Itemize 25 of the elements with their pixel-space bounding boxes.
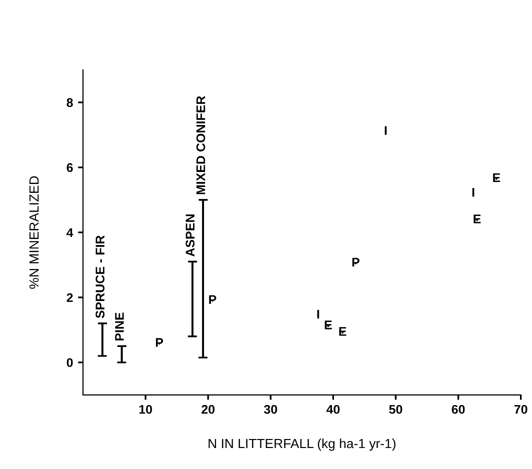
y-tick-label: 8 bbox=[66, 98, 73, 108]
text: PINE bbox=[115, 312, 124, 340]
y-tick-label: 4 bbox=[66, 228, 74, 237]
text: SPRUCE - FIR bbox=[96, 235, 104, 318]
series-label: E bbox=[339, 327, 346, 336]
text: P bbox=[352, 258, 360, 266]
text: MIXED CONIFER bbox=[196, 96, 206, 194]
x-axis-title: N IN LITTERFALL (kg ha-1 yr-1) bbox=[208, 438, 396, 451]
y-tick-label: 2 bbox=[66, 293, 73, 302]
x-tick-label: 30 bbox=[264, 404, 278, 414]
x-tick-label: 60 bbox=[452, 404, 465, 414]
text: E bbox=[474, 214, 481, 224]
text: E bbox=[493, 173, 500, 182]
text: E bbox=[324, 320, 332, 330]
y-tick-label: 0 bbox=[66, 358, 73, 368]
y-tick-label: 6 bbox=[66, 163, 73, 172]
x-tick-label: 40 bbox=[326, 404, 340, 414]
y-axis-title: %N MINERALIZED bbox=[29, 176, 39, 289]
text: P bbox=[209, 295, 216, 304]
x-tick-label: 10 bbox=[139, 404, 152, 414]
x-tick-label: 20 bbox=[202, 404, 215, 414]
text: ASPEN bbox=[186, 214, 195, 256]
x-tick-label: 50 bbox=[389, 404, 402, 414]
x-tick-label: 70 bbox=[514, 404, 528, 414]
series-label: P bbox=[156, 338, 164, 347]
